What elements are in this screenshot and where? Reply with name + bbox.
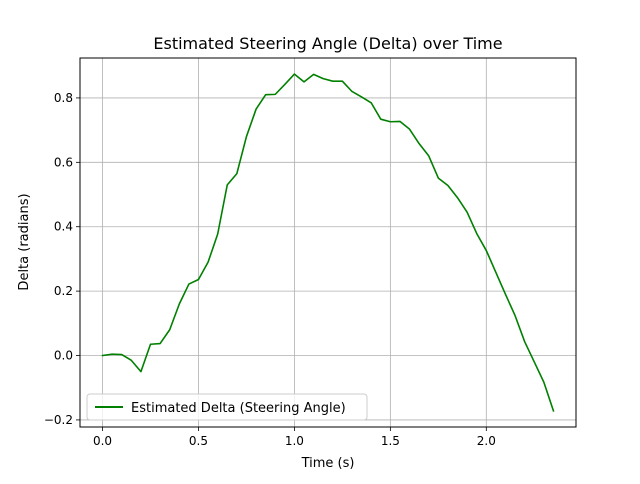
x-tick-label: 0.5 xyxy=(189,434,208,448)
legend-box xyxy=(86,393,368,421)
y-tick-label: 0.2 xyxy=(54,284,73,298)
y-tick-label: 0.4 xyxy=(54,220,73,234)
x-tick-label: 1.5 xyxy=(381,434,400,448)
y-axis-label: Delta (radians) xyxy=(17,193,32,290)
x-tick-label: 2.0 xyxy=(477,434,496,448)
plot-frame xyxy=(79,57,577,428)
legend: Estimated Delta (Steering Angle) xyxy=(86,393,368,421)
y-tick-label: 0.8 xyxy=(54,91,73,105)
y-tick-label: 0.0 xyxy=(54,349,73,363)
y-tick-label: −0.2 xyxy=(44,413,73,427)
y-tick-label: 0.6 xyxy=(54,155,73,169)
x-tick-label: 0.0 xyxy=(93,434,112,448)
series-layer xyxy=(101,73,555,412)
ticks: 0.0 0.5 1.0 1.5 2.0 −0.2 0.0 0.2 0.4 0.6 0.8 xyxy=(44,91,496,448)
chart-title: Estimated Steering Angle (Delta) over Ti… xyxy=(153,34,502,53)
grid xyxy=(80,58,576,427)
x-axis-label: Time (s) xyxy=(301,456,355,471)
legend-label: Estimated Delta (Steering Angle) xyxy=(131,401,346,416)
series-line xyxy=(101,73,555,412)
x-tick-label: 1.0 xyxy=(285,434,304,448)
